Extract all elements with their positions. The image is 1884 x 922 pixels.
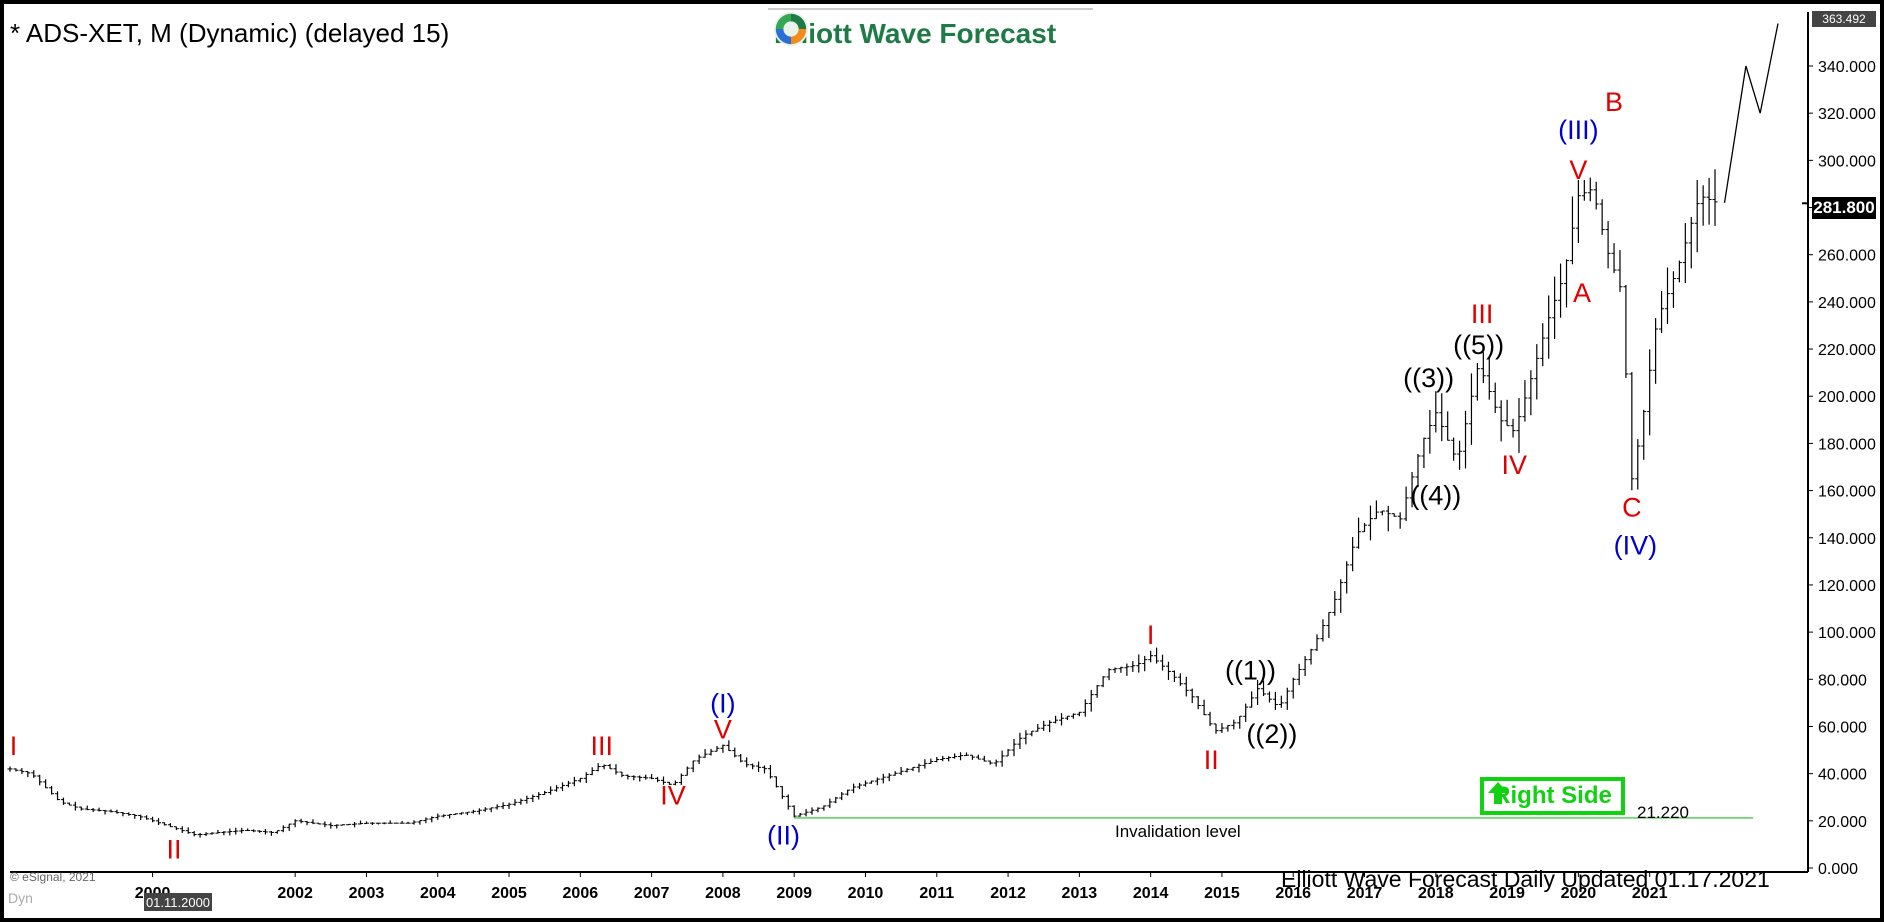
- x-tick-label: 2009: [776, 885, 812, 902]
- y-tick-label: 220.000: [1818, 342, 1876, 359]
- x-tick-label: 2011: [919, 885, 954, 902]
- wave-label: (IV): [1614, 530, 1658, 560]
- wave-label: (I): [710, 688, 735, 718]
- wave-label: IV: [1501, 450, 1527, 480]
- y-tick-label: 160.000: [1818, 484, 1876, 501]
- y-tick-label: 340.000: [1818, 59, 1876, 76]
- update-footer: Elliott Wave Forecast Daily Updated 01.1…: [1281, 866, 1770, 892]
- y-tick-label: 240.000: [1818, 295, 1876, 312]
- y-tick-label: 80.000: [1818, 672, 1867, 689]
- x-tick-label: 2005: [491, 885, 527, 902]
- wave-label: I: [10, 731, 18, 761]
- x-tick-label: 2004: [420, 885, 456, 902]
- wave-label: A: [1573, 278, 1591, 308]
- y-tick-label: 40.000: [1818, 767, 1867, 784]
- wave-label: C: [1622, 493, 1642, 523]
- projection-line: [1723, 23, 1779, 203]
- wave-label: ((3)): [1403, 363, 1454, 393]
- x-tick-label: 2008: [705, 885, 741, 902]
- x-tick-label: 2010: [848, 885, 884, 902]
- y-tick-label: 200.000: [1818, 389, 1876, 406]
- x-tick-label: 2002: [277, 885, 313, 902]
- x-tick-label: 2021: [1632, 885, 1668, 902]
- x-tick-label: 2012: [990, 885, 1026, 902]
- x-tick-label: 2003: [349, 885, 385, 902]
- current-price-label: 281.800: [1812, 197, 1876, 219]
- wave-label: ((4)): [1410, 481, 1461, 511]
- x-tick-label: 2015: [1204, 885, 1240, 902]
- wave-label: IV: [660, 780, 686, 810]
- x-tick-label: 2020: [1561, 885, 1597, 902]
- x-tick-label: 2006: [563, 885, 599, 902]
- invalidation-label: Invalidation level: [1115, 822, 1241, 841]
- x-tick-label: 2007: [634, 885, 670, 902]
- wave-label: (III): [1558, 115, 1599, 145]
- y-tick-label: 20.000: [1818, 814, 1867, 831]
- wave-label: V: [1569, 155, 1587, 185]
- logo-text: Elliott Wave Forecast: [774, 18, 1057, 49]
- invalidation-value: 21.220: [1637, 803, 1689, 822]
- wave-label: II: [166, 835, 181, 865]
- y-tick-label: 60.000: [1818, 719, 1867, 736]
- x-tick-label: 2013: [1062, 885, 1098, 902]
- up-arrow-icon: [1488, 782, 1508, 804]
- wave-label: ((1)): [1225, 655, 1276, 685]
- wave-label: II: [1204, 745, 1219, 775]
- x-axis-cursor-label: 01.11.2000: [144, 893, 212, 911]
- right-side-badge: Right Side: [1480, 777, 1625, 815]
- wave-label: (II): [767, 820, 800, 850]
- right-side-label: Right Side: [1493, 782, 1612, 809]
- x-tick-label: 2016: [1275, 885, 1311, 902]
- y-tick-label: 320.000: [1818, 106, 1876, 123]
- chart-stage: 0.000 20.000 40.000 60.000 80.000 100.000 120.…: [4, 4, 1880, 918]
- copyright: © eSignal, 2021: [10, 870, 96, 884]
- y-tick-label: 140.000: [1818, 531, 1876, 548]
- wave-label: I: [1147, 620, 1155, 650]
- x-tick-label: 2017: [1347, 885, 1383, 902]
- y-tick-label: 120.000: [1818, 578, 1876, 595]
- price-chart[interactable]: 0.000 20.000 40.000 60.000 80.000 100.000 120.…: [4, 4, 1880, 918]
- logo-icon: [773, 11, 809, 47]
- x-tick-label: 2014: [1133, 885, 1169, 902]
- x-tick-label: 2018: [1418, 885, 1454, 902]
- wave-label: ((2)): [1246, 719, 1297, 749]
- y-tick-label: 0.000: [1818, 861, 1858, 878]
- wave-label: ((5)): [1453, 330, 1504, 360]
- y-tick-label: 300.000: [1818, 153, 1876, 170]
- y-axis-max-label: 363.492: [1812, 11, 1876, 27]
- brand-logo: Elliott Wave Forecast: [768, 8, 1093, 58]
- y-tick-label: 100.000: [1818, 625, 1876, 642]
- chart-title: * ADS-XET, M (Dynamic) (delayed 15): [10, 18, 450, 48]
- wave-label: B: [1605, 87, 1623, 117]
- wave-label: V: [714, 714, 732, 744]
- wave-label: III: [590, 731, 613, 761]
- wave-label: III: [1471, 299, 1494, 329]
- y-tick-label: 260.000: [1818, 248, 1876, 265]
- watermark: Dyn: [8, 890, 33, 906]
- x-tick-label: 2019: [1489, 885, 1525, 902]
- y-tick-label: 180.000: [1818, 436, 1876, 453]
